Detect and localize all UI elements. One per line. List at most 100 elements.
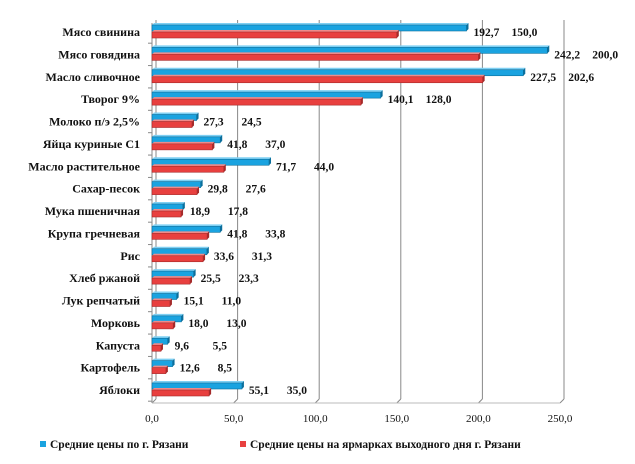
bar-side-face <box>212 141 215 150</box>
data-label-city-price: 242,2 <box>554 49 580 61</box>
data-label-city-price: 55,1 <box>249 385 269 397</box>
bar-side-face <box>478 52 481 61</box>
bar-fair-price <box>151 367 167 374</box>
bar-fair-price <box>151 121 193 128</box>
bar-top-face <box>152 313 184 316</box>
category-label: Масло сливочное <box>46 70 141 84</box>
data-label-fair-price: 5,5 <box>213 340 228 352</box>
bar-top-face <box>152 186 200 189</box>
bar-top-face <box>152 343 163 346</box>
data-label-city-price: 15,1 <box>184 296 204 308</box>
bar-fair-price <box>151 98 362 106</box>
x-tick-label: 250,0 <box>548 413 573 425</box>
data-label-city-price: 18,0 <box>188 318 208 330</box>
data-label-city-price: 29,8 <box>208 184 228 196</box>
bar-side-face <box>193 269 196 278</box>
bar-side-face <box>220 134 223 143</box>
category-label: Морковь <box>91 316 141 330</box>
bar-top-face <box>152 269 196 272</box>
category-label: Яблоки <box>99 383 140 397</box>
bar-fair-price <box>151 143 213 151</box>
bar-fair-price <box>151 76 483 84</box>
category-label: Мука пшеничная <box>45 204 141 218</box>
bar-top-face <box>152 291 179 294</box>
bar-top-face <box>152 388 212 390</box>
bar-side-face <box>197 186 200 195</box>
bar-top-face <box>152 90 383 93</box>
bar-top-face <box>152 30 399 32</box>
data-label-city-price: 33,6 <box>214 251 234 263</box>
bar-side-face <box>200 179 203 188</box>
bar-side-face <box>172 358 175 367</box>
data-label-city-price: 12,6 <box>180 363 200 375</box>
bar-side-face <box>176 291 179 300</box>
bar-fair-price <box>151 322 174 330</box>
category-label: Масло растительное <box>28 159 140 173</box>
data-label-fair-price: 37,0 <box>265 139 285 151</box>
bar-side-face <box>160 343 163 352</box>
category-label: Хлеб ржаной <box>69 271 140 285</box>
bar-side-face <box>167 336 170 345</box>
bar-side-face <box>360 97 363 106</box>
bar-fair-price <box>151 31 398 39</box>
bar-side-face <box>396 30 399 38</box>
category-label: Лук репчатый <box>62 294 140 308</box>
bar-top-face <box>152 320 176 323</box>
bar-top-face <box>152 52 481 55</box>
category-label: Крупа гречневая <box>48 226 141 240</box>
bar-side-face <box>169 298 172 307</box>
grid-line-foot <box>314 398 320 404</box>
legend-label: Средние цены на ярмарках выходного дня г… <box>250 439 521 451</box>
category-label: Яйца куриные С1 <box>43 137 140 151</box>
bar-top-face <box>152 23 469 25</box>
bar-side-face <box>196 112 199 121</box>
bar-fair-price <box>151 277 191 285</box>
bar-top-face <box>152 179 203 182</box>
x-tick-label: 200,0 <box>466 413 491 425</box>
category-label: Капуста <box>96 338 140 352</box>
bar-side-face <box>165 365 168 374</box>
bar-side-face <box>181 209 184 217</box>
data-label-fair-price: 17,8 <box>228 206 248 218</box>
data-label-city-price: 41,8 <box>227 228 247 240</box>
data-label-fair-price: 202,6 <box>568 72 594 84</box>
bar-fair-price <box>151 344 162 352</box>
bar-side-face <box>380 90 383 99</box>
bar-top-face <box>152 112 199 115</box>
bar-side-face <box>547 45 550 54</box>
bar-side-face <box>482 74 485 83</box>
data-label-city-price: 25,5 <box>201 273 221 285</box>
category-label: Мясо говядина <box>58 47 140 61</box>
category-label: Рис <box>120 249 140 263</box>
bar-side-face <box>207 231 210 240</box>
x-tick-label: 0,0 <box>145 413 159 425</box>
data-label-fair-price: 11,0 <box>222 296 242 308</box>
category-label: Мясо свинина <box>62 25 140 39</box>
data-label-fair-price: 27,6 <box>246 184 266 196</box>
grid-line-foot <box>559 398 565 404</box>
data-label-city-price: 18,9 <box>190 206 210 218</box>
legend-marker <box>40 441 46 447</box>
category-label: Молоко п/э 2,5% <box>49 115 140 129</box>
bar-side-face <box>223 164 226 173</box>
bar-fair-price <box>151 300 171 307</box>
bar-side-face <box>203 253 206 262</box>
bar-top-face <box>152 141 215 144</box>
data-label-fair-price: 24,5 <box>242 117 262 129</box>
bar-top-face <box>152 164 226 167</box>
bar-fair-price <box>151 165 225 173</box>
bar-top-face <box>152 74 485 77</box>
bar-top-face <box>152 358 175 361</box>
category-label: Картофель <box>80 361 140 375</box>
data-label-city-price: 27,3 <box>204 117 224 129</box>
data-label-city-price: 227,5 <box>530 72 556 84</box>
data-label-fair-price: 150,0 <box>511 27 537 39</box>
data-label-city-price: 9,6 <box>175 340 190 352</box>
bar-fair-price <box>151 54 479 61</box>
bar-top-face <box>152 381 244 383</box>
bar-side-face <box>190 276 193 285</box>
category-label: Творог 9% <box>81 92 140 106</box>
bar-side-face <box>182 202 185 210</box>
bar-side-face <box>466 23 469 31</box>
